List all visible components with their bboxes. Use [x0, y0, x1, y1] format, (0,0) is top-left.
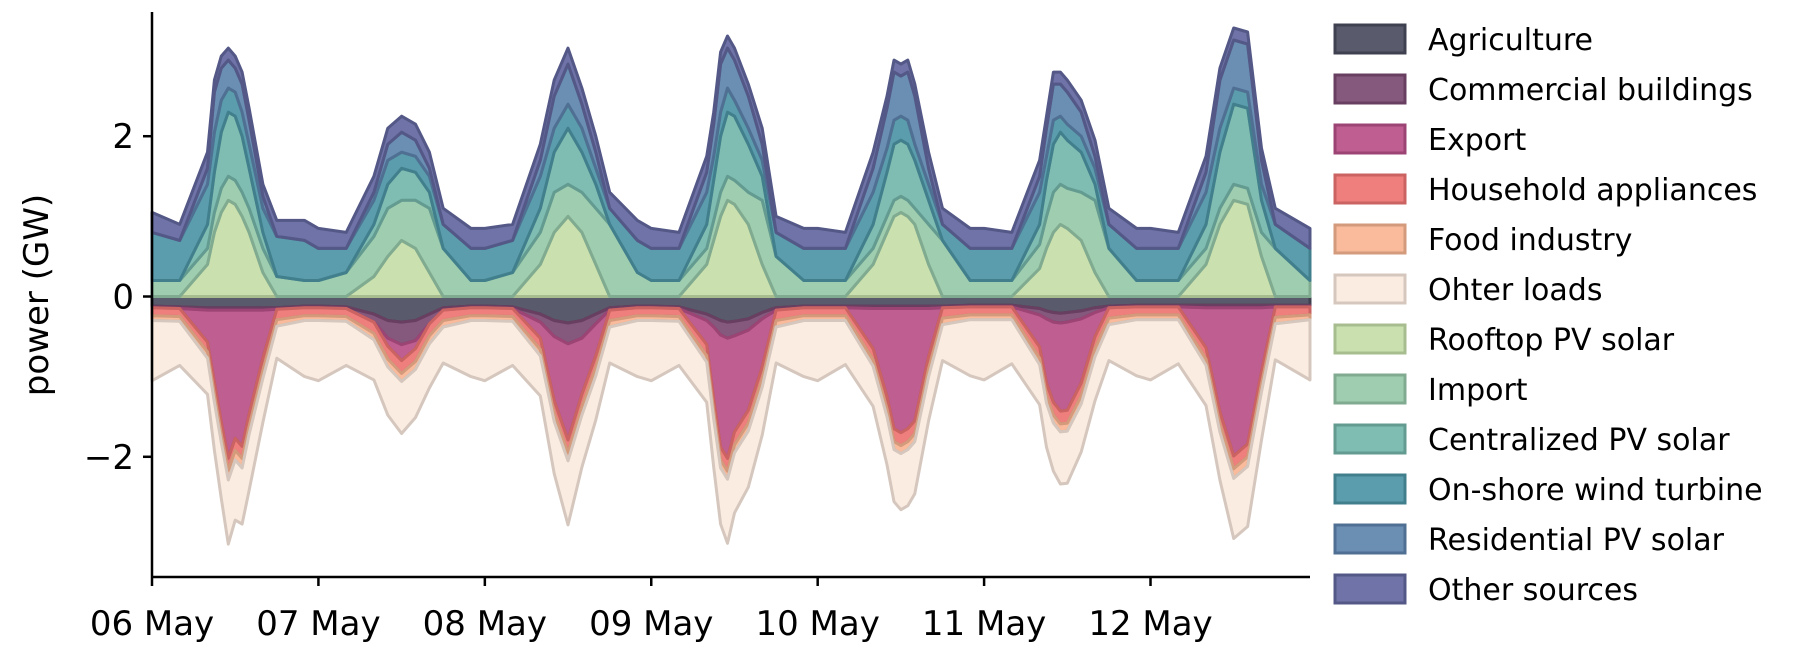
x-tick-label: 11 May — [922, 604, 1046, 644]
x-tick-label: 12 May — [1088, 604, 1212, 644]
legend-swatch-residential-pv-solar — [1333, 523, 1407, 555]
x-tick-label: 10 May — [755, 604, 879, 644]
legend-swatch-centralized-pv-solar — [1333, 423, 1407, 455]
legend-label-import: Import — [1428, 373, 1528, 408]
legend-label-food-industry: Food industry — [1428, 223, 1632, 258]
legend-swatch-on-shore-wind-turbine — [1333, 473, 1407, 505]
x-tick-label: 06 May — [90, 604, 214, 644]
x-tick-label: 07 May — [256, 604, 380, 644]
legend-label-residential-pv-solar: Residential PV solar — [1428, 523, 1725, 558]
y-ticks: −2 0 2 — [84, 117, 152, 478]
legend-label-export: Export — [1428, 123, 1526, 158]
x-tick-label: 08 May — [423, 604, 547, 644]
y-tick-label: −2 — [84, 438, 134, 478]
legend-swatch-other-sources — [1333, 573, 1407, 605]
legend-label-commercial-buildings: Commercial buildings — [1428, 73, 1753, 108]
axes — [150, 12, 1310, 579]
legend-label-on-shore-wind-turbine: On-shore wind turbine — [1428, 473, 1763, 508]
legend-label-household-appliances: Household appliances — [1428, 173, 1757, 208]
legend-swatch-export — [1333, 123, 1407, 155]
area-other-sources — [150, 26, 1312, 250]
legend-swatch-food-industry — [1333, 223, 1407, 255]
legend-label-centralized-pv-solar: Centralized PV solar — [1428, 423, 1730, 458]
legend-swatch-household-appliances — [1333, 173, 1407, 205]
area-ohter-loads — [150, 318, 1312, 546]
legend-swatch-ohter-loads — [1333, 273, 1407, 305]
legend-label-ohter-loads: Ohter loads — [1428, 273, 1602, 308]
x-ticks: 06 May 07 May 08 May 09 May 10 May 11 May 12 M… — [90, 577, 1213, 644]
area-layers — [150, 26, 1312, 546]
legend-swatch-agriculture — [1333, 23, 1407, 55]
legend-label-rooftop-pv-solar: Rooftop PV solar — [1428, 323, 1675, 358]
legend-swatch-rooftop-pv-solar — [1333, 323, 1407, 355]
legend-swatch-import — [1333, 373, 1407, 405]
legend-swatch-commercial-buildings — [1333, 73, 1407, 105]
x-tick-label: 09 May — [589, 604, 713, 644]
y-axis-label: power (GW) — [17, 194, 57, 396]
y-tick-label: 2 — [112, 117, 134, 157]
legend-label-agriculture: Agriculture — [1428, 23, 1593, 58]
legend: Agriculture Commercial buildings Export Hou… — [1333, 23, 1763, 608]
legend-label-other-sources: Other sources — [1428, 573, 1638, 608]
y-tick-label: 0 — [112, 278, 134, 318]
